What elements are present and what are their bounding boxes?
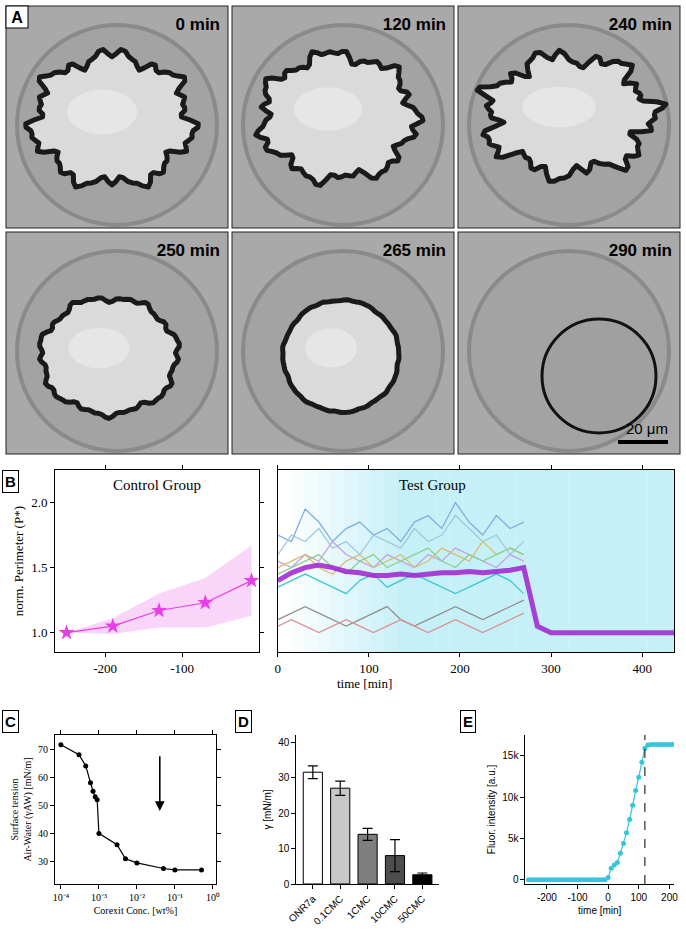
svg-text:240 min: 240 min	[609, 15, 672, 34]
svg-text:100: 100	[359, 661, 379, 676]
svg-text:300: 300	[541, 661, 561, 676]
svg-text:0 min: 0 min	[176, 15, 220, 34]
svg-text:200: 200	[450, 661, 470, 676]
svg-text:50CMC: 50CMC	[396, 893, 428, 925]
svg-text:norm. Perimeter (P*): norm. Perimeter (P*)	[11, 506, 26, 616]
svg-text:1.5: 1.5	[31, 560, 47, 575]
svg-text:B: B	[5, 473, 16, 490]
svg-text:120 min: 120 min	[383, 15, 446, 34]
svg-text:10⁻⁴: 10⁻⁴	[53, 892, 70, 903]
svg-text:20: 20	[278, 808, 290, 819]
svg-text:1CMC: 1CMC	[345, 893, 373, 921]
svg-text:290 min: 290 min	[609, 241, 672, 260]
svg-text:10⁰: 10⁰	[206, 892, 220, 903]
svg-text:0: 0	[284, 879, 290, 890]
svg-text:30: 30	[38, 856, 48, 867]
svg-text:10k: 10k	[502, 792, 519, 803]
svg-text:20 μm: 20 μm	[626, 420, 668, 437]
svg-text:0.1CMC: 0.1CMC	[311, 893, 345, 927]
svg-text:0: 0	[275, 661, 282, 676]
svg-text:200: 200	[661, 892, 678, 903]
svg-text:10: 10	[278, 843, 290, 854]
svg-text:70: 70	[38, 744, 48, 755]
svg-text:0: 0	[605, 892, 611, 903]
svg-text:5k: 5k	[508, 833, 520, 844]
svg-text:D: D	[238, 713, 249, 730]
svg-text:A: A	[11, 9, 23, 26]
svg-text:30: 30	[278, 772, 290, 783]
svg-text:265 min: 265 min	[383, 241, 446, 260]
svg-text:40: 40	[278, 737, 290, 748]
svg-text:10⁻³: 10⁻³	[91, 892, 107, 903]
svg-text:C: C	[5, 713, 16, 730]
svg-text:10CMC: 10CMC	[368, 893, 400, 925]
svg-text:0: 0	[513, 874, 519, 885]
svg-text:-200: -200	[537, 892, 557, 903]
svg-text:-200: -200	[93, 661, 117, 676]
svg-text:time [min]: time [min]	[578, 905, 622, 916]
svg-text:-100: -100	[568, 892, 588, 903]
svg-text:Surface tensionAir-Water (γAW): Surface tensionAir-Water (γAW) [mN/m]	[9, 757, 34, 861]
svg-text:10⁻²: 10⁻²	[129, 892, 145, 903]
svg-text:Test Group: Test Group	[399, 477, 466, 493]
svg-text:60: 60	[38, 772, 48, 783]
svg-text:Corexit Conc. [wt%]: Corexit Conc. [wt%]	[94, 905, 178, 916]
svg-text:50: 50	[38, 800, 48, 811]
svg-text:Fluor. intensity [a.u.]: Fluor. intensity [a.u.]	[486, 765, 497, 855]
svg-text:time [min]: time [min]	[337, 676, 392, 691]
svg-text:-100: -100	[170, 661, 194, 676]
svg-text:400: 400	[632, 661, 652, 676]
svg-text:2.0: 2.0	[31, 495, 47, 510]
svg-text:γ [mN/m]: γ [mN/m]	[262, 789, 273, 829]
svg-text:40: 40	[38, 828, 48, 839]
svg-text:ONR7a: ONR7a	[286, 893, 318, 925]
svg-text:Control Group: Control Group	[113, 477, 201, 493]
svg-text:250 min: 250 min	[157, 241, 220, 260]
svg-text:15k: 15k	[502, 750, 519, 761]
svg-text:E: E	[463, 713, 473, 730]
svg-text:1.0: 1.0	[31, 625, 47, 640]
svg-text:10⁻¹: 10⁻¹	[167, 892, 183, 903]
svg-text:100: 100	[630, 892, 647, 903]
